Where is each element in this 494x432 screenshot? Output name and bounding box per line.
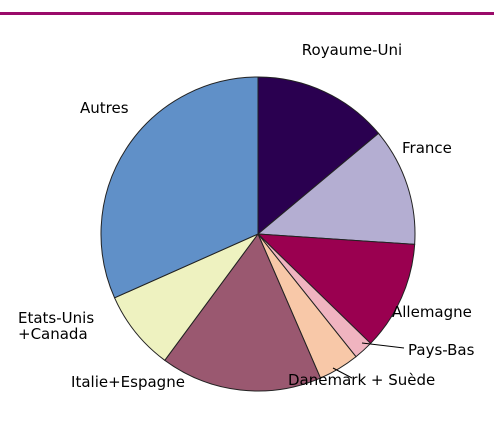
pie-slice xyxy=(257,76,380,236)
leader-line xyxy=(361,342,405,349)
slice-label: Italie+Espagne xyxy=(71,373,185,391)
leader-line xyxy=(332,367,353,379)
label-line: France xyxy=(402,139,452,157)
label-line: Etats-Unis xyxy=(18,309,94,327)
slice-label: Danemark + Suède xyxy=(288,371,435,389)
label-line: Autres xyxy=(80,99,129,117)
slice-label: Allemagne xyxy=(392,303,472,321)
slice-label: Pays-Bas xyxy=(408,341,475,359)
pie-slice xyxy=(100,76,259,299)
label-line: Italie+Espagne xyxy=(71,373,185,391)
label-line: Allemagne xyxy=(392,303,472,321)
top-rule xyxy=(0,12,494,15)
label-line: +Canada xyxy=(18,325,88,343)
label-line: Danemark + Suède xyxy=(288,371,435,389)
slice-label: France xyxy=(402,139,452,157)
slice-label: Etats-Unis +Canada xyxy=(18,309,94,343)
pie-slice xyxy=(164,233,322,392)
pie-slice xyxy=(256,233,416,345)
slice-label: Autres xyxy=(80,99,129,117)
pie-slice xyxy=(256,132,416,245)
label-line: Pays-Bas xyxy=(408,341,475,359)
slice-label: Royaume-Uni xyxy=(302,41,402,59)
label-line: Royaume-Uni xyxy=(302,41,402,59)
